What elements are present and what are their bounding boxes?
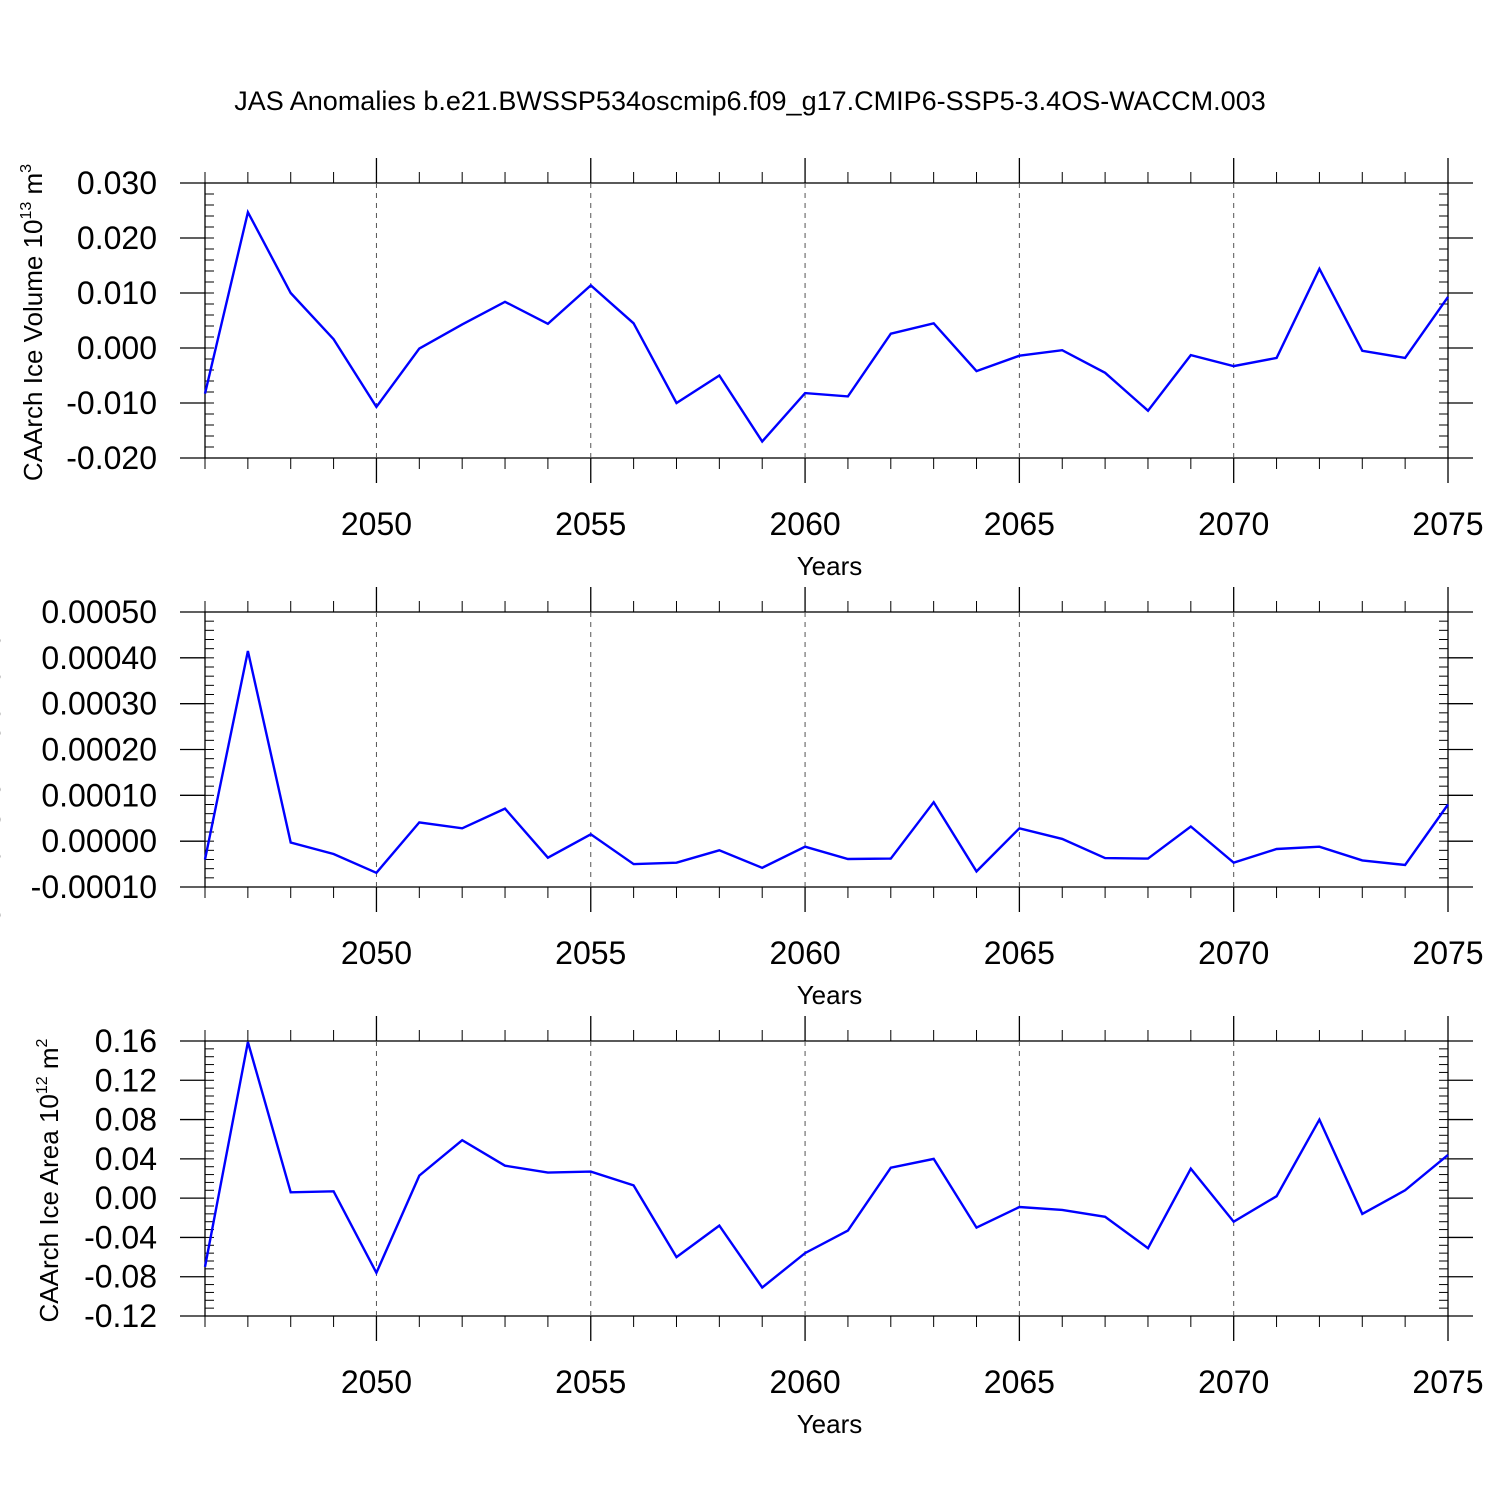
data-series-line xyxy=(203,650,1449,875)
x-tick-label: 2050 xyxy=(341,506,412,542)
y-tick-label: -0.00010 xyxy=(31,869,157,905)
x-axis-label: Years xyxy=(797,980,863,1010)
plot-frame xyxy=(204,611,1449,888)
data-series-line xyxy=(203,208,1449,444)
y-tick-label: 0.00000 xyxy=(41,823,157,859)
y-tick-label: 0.020 xyxy=(77,220,157,256)
y-tick-label: 0.030 xyxy=(77,165,157,201)
x-tick-label: 2070 xyxy=(1198,935,1269,971)
chart-panel-2: -0.00010 0.00000 0.00010 0.00020 0.00030 0.00… xyxy=(0,578,1484,1010)
x-tick-label: 2065 xyxy=(984,935,1055,971)
y-axis-label: CAArch Snow Volume 1013 m3 xyxy=(0,578,6,926)
x-tick-label: 2055 xyxy=(555,1364,626,1400)
chart-panel-1: -0.020 -0.010 0.000 0.010 0.020 0.030 2050 2055… xyxy=(18,158,1484,581)
x-tick-label: 2075 xyxy=(1412,935,1483,971)
y-tick-label: 0.12 xyxy=(95,1062,157,1098)
plot-frame xyxy=(204,182,1449,459)
figure-title: JAS Anomalies b.e21.BWSSP534oscmip6.f09_… xyxy=(234,86,1265,116)
x-tick-label: 2055 xyxy=(555,935,626,971)
y-tick-label: 0.00030 xyxy=(41,686,157,722)
x-axis-label: Years xyxy=(797,1409,863,1439)
y-axis-label-exponent: 13 xyxy=(18,202,35,220)
x-tick-label: 2060 xyxy=(769,506,840,542)
x-tick-label: 2060 xyxy=(769,1364,840,1400)
y-tick-label: 0.00 xyxy=(95,1180,157,1216)
y-tick-label: -0.010 xyxy=(66,385,157,421)
y-tick-label: -0.020 xyxy=(66,440,157,476)
x-tick-label: 2055 xyxy=(555,506,626,542)
y-tick-label: -0.08 xyxy=(84,1259,157,1295)
y-axis-label: CAArch Ice Volume 1013 m3 xyxy=(18,164,48,481)
y-axis-label-exponent: 12 xyxy=(34,1076,51,1094)
y-axis-label-unit-exponent: 3 xyxy=(18,164,35,173)
x-tick-label: 2075 xyxy=(1412,1364,1483,1400)
plot-frame xyxy=(204,1040,1449,1317)
x-tick-label: 2065 xyxy=(984,506,1055,542)
x-tick-label: 2050 xyxy=(341,1364,412,1400)
y-axis-label-unit-exponent: 2 xyxy=(34,1038,51,1047)
y-axis-label: CAArch Ice Area 1012 m2 xyxy=(34,1038,64,1322)
y-tick-label: 0.16 xyxy=(95,1023,157,1059)
y-tick-label: 0.04 xyxy=(95,1141,157,1177)
y-tick-label: -0.04 xyxy=(84,1219,157,1255)
x-tick-label: 2070 xyxy=(1198,1364,1269,1400)
data-series-line xyxy=(203,1041,1449,1290)
x-tick-label: 2050 xyxy=(341,935,412,971)
chart-panel-3: -0.12-0.08 -0.040.000.040.08 0.120.16 2050 2… xyxy=(34,1016,1484,1439)
y-tick-label: 0.010 xyxy=(77,275,157,311)
chart-panels: -0.020 -0.010 0.000 0.010 0.020 0.030 2050 2055… xyxy=(0,158,1484,1439)
y-axis-label-text: CAArch Ice Area 10 xyxy=(34,1094,64,1322)
x-axis-label: Years xyxy=(797,551,863,581)
x-tick-label: 2070 xyxy=(1198,506,1269,542)
y-axis-label-unit: m xyxy=(0,587,6,616)
y-axis-label-unit: m xyxy=(18,173,48,202)
y-tick-label: 0.00040 xyxy=(41,640,157,676)
y-tick-label: 0.00020 xyxy=(41,732,157,768)
x-tick-label: 2065 xyxy=(984,1364,1055,1400)
y-tick-label: 0.08 xyxy=(95,1102,157,1138)
y-tick-label: 0.000 xyxy=(77,330,157,366)
y-axis-label-unit: m xyxy=(34,1047,64,1076)
x-tick-label: 2075 xyxy=(1412,506,1483,542)
x-tick-label: 2060 xyxy=(769,935,840,971)
y-axis-label-text: CAArch Ice Volume 10 xyxy=(18,220,48,482)
y-tick-label: 0.00010 xyxy=(41,777,157,813)
y-tick-label: -0.12 xyxy=(84,1298,157,1334)
y-tick-label: 0.00050 xyxy=(41,594,157,630)
y-axis-label-text: CAArch Snow Volume 10 xyxy=(0,633,6,925)
